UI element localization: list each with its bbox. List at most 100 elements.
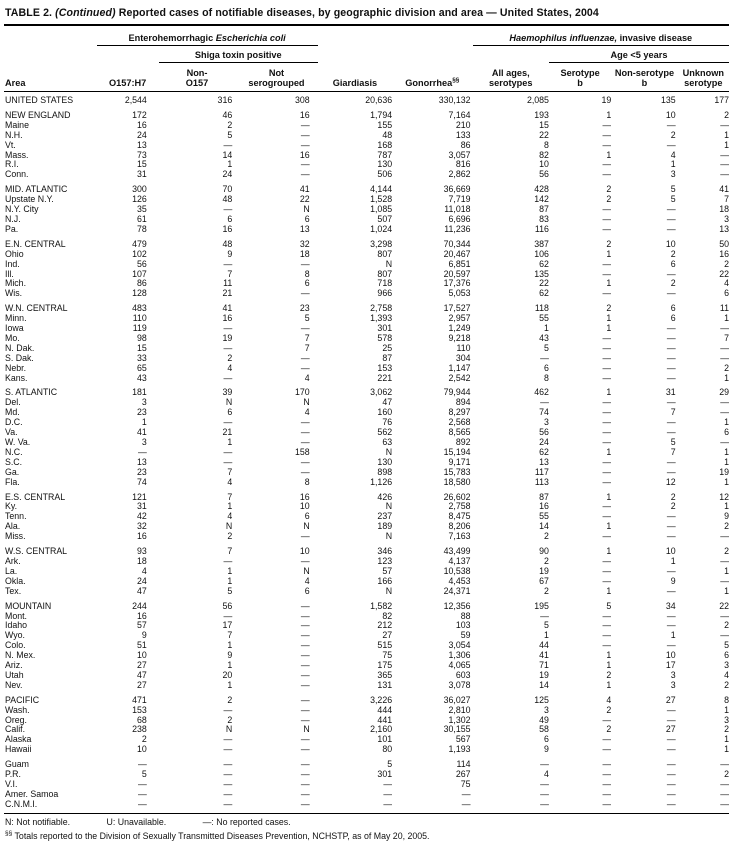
value-cell: 1 <box>670 556 676 566</box>
area-cell: Tenn. <box>5 512 27 522</box>
value-cell: — <box>666 770 676 780</box>
area-cell: W. Va. <box>5 438 31 447</box>
value-cell: 10 <box>665 109 676 120</box>
value-cell: 2 <box>544 532 549 542</box>
value-cell: 12 <box>665 477 676 487</box>
value-cell: 2 <box>724 770 729 780</box>
value-cell: 8,206 <box>448 522 471 532</box>
table-row-state: Kans. 43 — 4 221 2,542 8 — — 1 <box>4 374 729 384</box>
value-cell: 5 <box>227 586 233 596</box>
value-cell: 4 <box>227 363 233 373</box>
value-cell: 515 <box>377 641 393 651</box>
value-cell: — <box>300 418 310 428</box>
table-row-state: Maine 16 2 — 155 210 15 — — — <box>4 121 729 131</box>
column-header-serotype-b: Serotype b <box>548 62 612 92</box>
value-cell: 1 <box>606 314 612 324</box>
value-cell: 1 <box>606 586 612 596</box>
value-cell: 4,065 <box>448 661 471 671</box>
value-cell: — <box>300 661 310 671</box>
value-cell: 16 <box>222 314 233 324</box>
value-cell: — <box>300 532 310 542</box>
value-cell: 7 <box>227 467 233 477</box>
value-cell: 2 <box>544 556 549 566</box>
value-cell: 87 <box>539 491 549 502</box>
value-cell: 86 <box>137 279 147 289</box>
value-cell: 1,302 <box>448 715 471 725</box>
value-cell: — <box>300 621 310 631</box>
value-cell: 41 <box>137 428 147 438</box>
column-header-unknown-serotype: Unknown serotype <box>677 62 729 92</box>
value-cell: 22 <box>719 600 729 611</box>
value-cell: 7 <box>304 343 310 353</box>
value-cell: 83 <box>539 214 549 224</box>
value-cell: 30,155 <box>443 725 471 735</box>
table-row-state: S.C. 13 — — 130 9,171 13 — — 1 <box>4 458 729 468</box>
value-cell: 5 <box>724 641 729 651</box>
value-cell: 59 <box>460 631 471 641</box>
value-cell: — <box>300 289 310 299</box>
group-header-ecoli-prefix: Enterohemorrhagic <box>128 33 216 43</box>
value-cell: — <box>602 532 612 542</box>
value-cell: 101 <box>377 735 393 745</box>
value-cell: 87 <box>382 353 393 363</box>
value-cell: 3 <box>670 170 676 180</box>
value-cell: 4,453 <box>448 576 471 586</box>
table-row-region: MOUNTAIN 244 56 — 1,582 12,356 195 5 34 22 <box>4 597 729 612</box>
value-cell: — <box>720 799 729 809</box>
value-cell: 5 <box>670 195 676 205</box>
value-cell: 135 <box>660 95 676 105</box>
value-cell: 9,171 <box>448 457 471 467</box>
value-cell: 181 <box>132 387 147 398</box>
value-cell: 1 <box>606 150 612 160</box>
area-cell: N.C. <box>5 447 23 457</box>
value-cell: 43 <box>137 373 147 383</box>
table-row-state: Upstate N.Y. 126 48 22 1,528 7,719 142 2 5 7 <box>4 195 729 205</box>
area-cell: Wis. <box>5 289 23 299</box>
value-cell: 17,527 <box>443 303 471 314</box>
area-cell: Idaho <box>5 621 28 631</box>
value-cell: 567 <box>455 735 471 745</box>
value-cell: 7,719 <box>448 195 471 205</box>
table-row-state: W. Va. 3 1 — 63 892 24 — 5 — <box>4 438 729 448</box>
value-cell: 62 <box>539 289 549 299</box>
value-cell: 562 <box>377 428 393 438</box>
area-cell: N. Mex. <box>5 651 36 661</box>
value-cell: 1,193 <box>448 745 471 755</box>
value-cell: 8,475 <box>448 512 471 522</box>
table-row-state: Va. 41 21 — 562 8,565 56 — — 6 <box>4 428 729 438</box>
table-row-state: Ind. 56— — N 6,851 62—6 2 <box>4 260 729 270</box>
value-cell: — <box>223 205 233 215</box>
value-cell: 10 <box>299 546 310 557</box>
value-cell: 74 <box>539 408 549 418</box>
value-cell: — <box>461 799 471 809</box>
area-cell: Mo. <box>5 333 20 343</box>
area-cell: Amer. Samoa <box>5 789 59 799</box>
value-cell: — <box>666 621 676 631</box>
value-cell: 7 <box>227 491 233 502</box>
value-cell: 7,163 <box>448 532 471 542</box>
footnote-marker: §§ <box>5 829 13 837</box>
value-cell: 75 <box>382 651 393 661</box>
table-body: UNITED STATES 2,544 316 308 20,636 330,132 2,0… <box>4 92 729 810</box>
value-cell: 36,027 <box>443 694 471 705</box>
value-cell: 27 <box>665 725 676 735</box>
value-cell: 50 <box>719 238 729 249</box>
value-cell: 578 <box>377 333 393 343</box>
table-row-region: E.N. CENTRAL 479 48 32 3,298 70,344 387 2 10 50 <box>4 235 729 250</box>
value-cell: 1 <box>724 745 729 755</box>
value-cell: — <box>720 438 729 447</box>
value-cell: 7 <box>724 333 729 343</box>
table-row-territory: C.N.M.I. — — — — — — — — — <box>4 800 729 810</box>
table-row-region: NEW ENGLAND 172 46 16 1,794 7,164 193 1 10 2 <box>4 106 729 121</box>
area-cell: E.S. CENTRAL <box>5 491 66 502</box>
value-cell: 110 <box>132 314 147 324</box>
value-cell: 67 <box>539 576 549 586</box>
value-cell: — <box>300 170 310 180</box>
value-cell: 114 <box>456 759 471 770</box>
value-cell: 70,344 <box>443 238 471 249</box>
value-cell: 5 <box>544 343 549 353</box>
group-header-hflu: Haemophilus influenzae, invasive disease <box>472 28 729 46</box>
value-cell: N <box>303 725 310 735</box>
group-header-hflu-italic: Haemophilus influenzae, <box>509 33 618 43</box>
value-cell: 48 <box>222 238 233 249</box>
